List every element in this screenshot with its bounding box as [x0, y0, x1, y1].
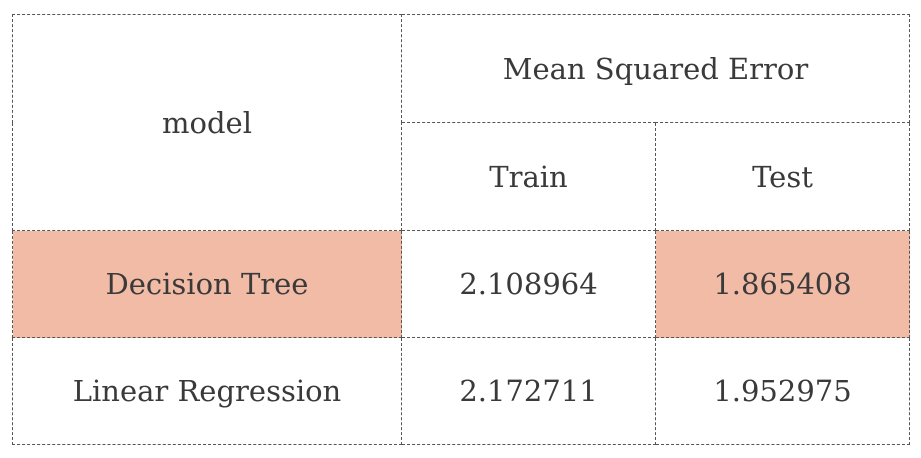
cell-model: Decision Tree — [12, 230, 402, 338]
header-test: Test — [655, 122, 910, 231]
header-row-group: model Mean Squared Error — [12, 14, 910, 231]
cell-train: 2.108964 — [401, 230, 656, 338]
table-row: Linear Regression 2.172711 1.952975 — [12, 337, 910, 445]
header-train: Train — [401, 122, 656, 231]
cell-test: 1.952975 — [655, 337, 910, 445]
header-model: model — [12, 14, 402, 231]
header-row-split: Train Test — [13, 122, 910, 231]
mse-table: model Mean Squared Error Train Test Deci… — [12, 14, 910, 445]
table-row: Decision Tree 2.108964 1.865408 — [12, 230, 910, 338]
cell-model: Linear Regression — [12, 337, 402, 445]
cell-test: 1.865408 — [655, 230, 910, 338]
header-mean-squared-error: Mean Squared Error — [401, 14, 910, 123]
cell-train: 2.172711 — [401, 337, 656, 445]
